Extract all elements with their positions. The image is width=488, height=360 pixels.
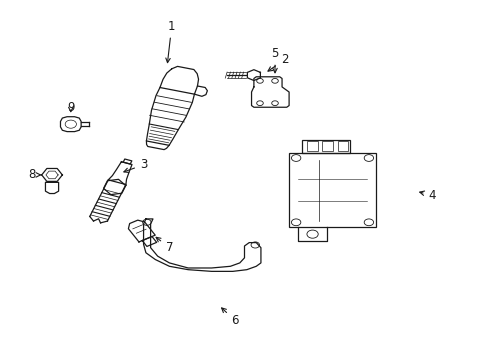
Text: 1: 1 [165,19,175,63]
Text: 6: 6 [221,308,238,327]
Bar [302,140,349,153]
Text: 5: 5 [271,46,278,73]
Bar [337,141,348,151]
Text: 4: 4 [419,189,435,202]
Text: 2: 2 [267,53,287,71]
Bar [306,141,317,151]
Bar [322,141,332,151]
Text: 7: 7 [156,237,173,254]
Text: 9: 9 [67,101,74,114]
Text: 3: 3 [123,158,147,172]
Text: 8: 8 [29,168,41,181]
